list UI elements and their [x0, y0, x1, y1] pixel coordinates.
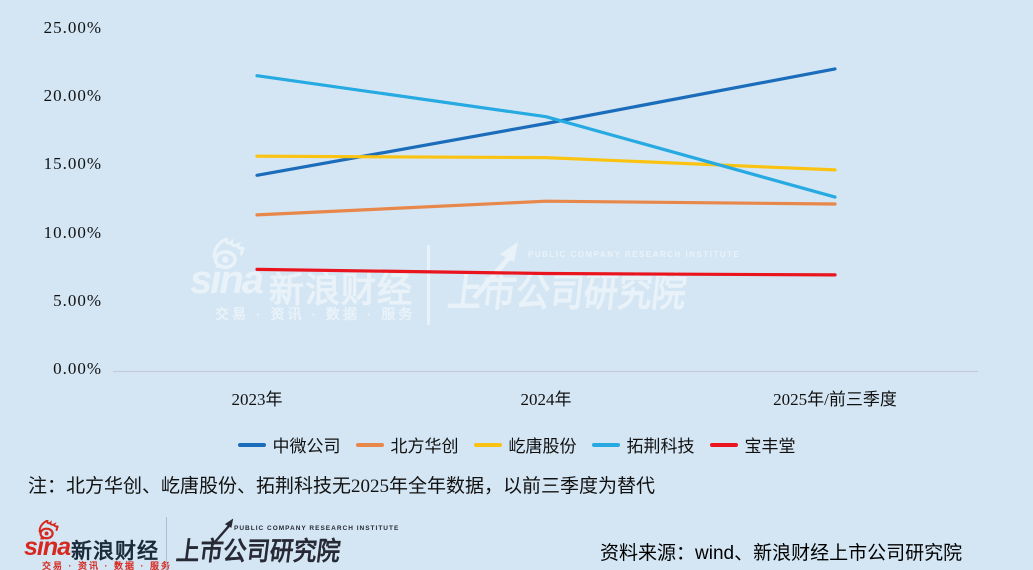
legend-swatch — [709, 442, 738, 447]
y-axis-tick-label: 5.00% — [53, 290, 102, 310]
x-axis-tick-label: 2024年 — [520, 390, 572, 409]
legend-label: 屹唐股份 — [508, 437, 577, 456]
legend-swatch — [591, 442, 620, 447]
legend-item: 中微公司 — [237, 432, 341, 457]
legend-item: 宝丰堂 — [709, 432, 796, 457]
series-line-中微公司 — [255, 67, 837, 177]
footer-tagline: 交易 · 资讯 · 数据 · 服务 — [42, 561, 172, 570]
legend-label: 拓荆科技 — [626, 437, 695, 456]
footer: sina 新浪财经 交易 · 资讯 · 数据 · 服务 PUBLIC COMPA… — [0, 505, 1033, 570]
legend: 中微公司 北方华创 屹唐股份 拓荆科技 宝丰堂 — [237, 432, 796, 457]
legend-item: 拓荆科技 — [591, 432, 695, 457]
legend-label: 宝丰堂 — [744, 437, 796, 456]
y-axis-tick-label: 10.00% — [43, 222, 102, 242]
series-line-屹唐股份 — [255, 154, 837, 172]
footer-brand: 新浪财经 — [71, 540, 159, 563]
legend-swatch — [355, 442, 384, 447]
x-axis-tick-label: 2023年 — [231, 390, 283, 409]
footer-institute: 上市公司研究院 — [174, 536, 343, 566]
footer-sina-wordmark: sina — [24, 533, 71, 561]
y-axis-tick-label: 15.00% — [43, 154, 102, 174]
legend-swatch — [473, 442, 502, 447]
source-text: 资料来源：wind、新浪财经上市公司研究院 — [600, 543, 963, 564]
legend-item: 北方华创 — [355, 432, 459, 457]
series-line-宝丰堂 — [255, 267, 837, 277]
y-axis-tick-label: 20.00% — [43, 86, 102, 106]
series-line-拓荆科技 — [255, 74, 837, 199]
footer-divider — [166, 517, 167, 570]
y-axis-tick-label: 0.00% — [53, 359, 102, 378]
series-line-北方华创 — [255, 199, 837, 217]
legend-label: 中微公司 — [272, 437, 341, 456]
legend-item: 屹唐股份 — [473, 432, 577, 457]
footer-institute-en: PUBLIC COMPANY RESEARCH INSTITUTE — [234, 525, 400, 532]
chart-note: 注：北方华创、屹唐股份、拓荆科技无2025年全年数据，以前三季度为替代 — [28, 476, 656, 497]
legend-label: 北方华创 — [390, 437, 459, 456]
arrow-up-icon — [211, 518, 234, 546]
y-axis-tick-label: 25.00% — [43, 18, 102, 37]
x-axis-tick-label: 2025年/前三季度 — [773, 390, 897, 409]
legend-swatch — [237, 442, 266, 447]
sina-eye-icon — [38, 520, 59, 540]
